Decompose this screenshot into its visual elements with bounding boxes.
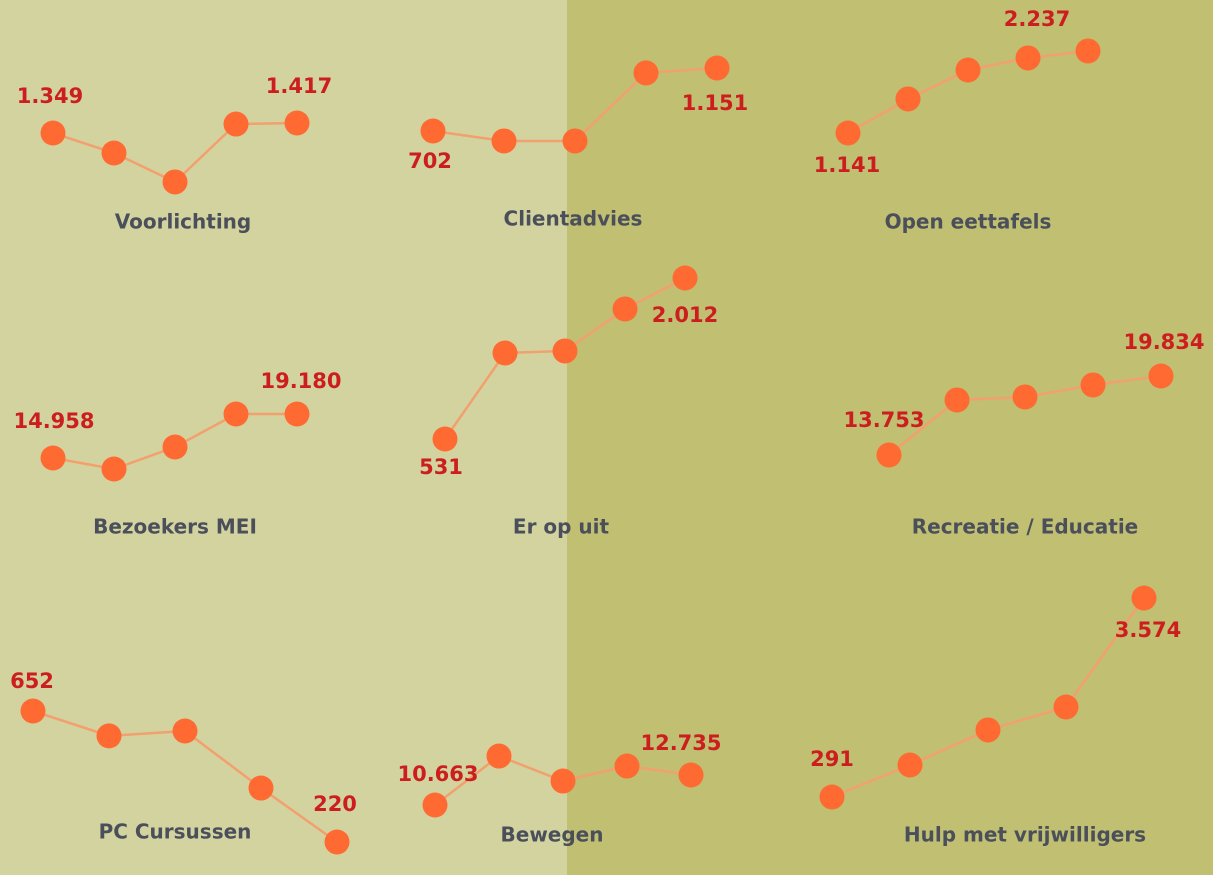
- background-right: [567, 0, 1213, 875]
- data-point: [284, 110, 310, 136]
- value-label: 1.151: [682, 91, 748, 115]
- data-point: [704, 55, 730, 81]
- chart-title: Voorlichting: [115, 210, 252, 234]
- data-point: [819, 784, 845, 810]
- data-point: [101, 140, 127, 166]
- data-point: [40, 445, 66, 471]
- data-point: [562, 128, 588, 154]
- chart-title: Bezoekers MEI: [93, 515, 257, 539]
- value-label: 2.237: [1004, 7, 1070, 31]
- value-label: 220: [313, 792, 357, 816]
- data-point: [612, 296, 638, 322]
- value-label: 19.834: [1123, 330, 1204, 354]
- data-point: [895, 86, 921, 112]
- data-point: [633, 60, 659, 86]
- data-point: [1075, 38, 1101, 64]
- data-point: [101, 456, 127, 482]
- chart-title: Recreatie / Educatie: [912, 515, 1139, 539]
- data-point: [420, 118, 446, 144]
- data-point: [162, 434, 188, 460]
- background-left: [0, 0, 567, 875]
- chart-title: Open eettafels: [885, 210, 1052, 234]
- data-point: [491, 128, 517, 154]
- data-point: [492, 340, 518, 366]
- value-label: 1.141: [814, 153, 880, 177]
- data-point: [432, 426, 458, 452]
- chart-title: PC Cursussen: [99, 820, 252, 844]
- data-point: [1012, 384, 1038, 410]
- data-point: [248, 775, 274, 801]
- data-point: [1015, 45, 1041, 71]
- data-point: [40, 120, 66, 146]
- chart-title: Bewegen: [501, 823, 604, 847]
- data-point: [324, 829, 350, 855]
- data-point: [552, 338, 578, 364]
- data-point: [672, 265, 698, 291]
- value-label: 2.012: [652, 303, 718, 327]
- value-label: 1.349: [17, 84, 83, 108]
- value-label: 12.735: [640, 731, 721, 755]
- value-label: 1.417: [266, 74, 332, 98]
- data-point: [955, 57, 981, 83]
- value-label: 702: [408, 149, 452, 173]
- data-point: [1131, 585, 1157, 611]
- value-label: 13.753: [843, 408, 924, 432]
- chart-title: Clientadvies: [504, 207, 643, 231]
- data-point: [835, 120, 861, 146]
- value-label: 291: [810, 747, 854, 771]
- chart-title: Er op uit: [513, 515, 610, 539]
- data-point: [172, 718, 198, 744]
- data-point: [876, 442, 902, 468]
- data-point: [1148, 363, 1174, 389]
- chart-title: Hulp met vrijwilligers: [904, 823, 1146, 847]
- data-point: [975, 717, 1001, 743]
- data-point: [1053, 694, 1079, 720]
- value-label: 19.180: [260, 369, 341, 393]
- value-label: 14.958: [13, 409, 94, 433]
- data-point: [223, 111, 249, 137]
- value-label: 10.663: [397, 762, 478, 786]
- data-point: [614, 753, 640, 779]
- data-point: [897, 752, 923, 778]
- data-point: [1080, 372, 1106, 398]
- data-point: [678, 762, 704, 788]
- data-point: [944, 387, 970, 413]
- value-label: 531: [419, 455, 463, 479]
- data-point: [550, 768, 576, 794]
- value-label: 652: [10, 669, 54, 693]
- data-point: [96, 723, 122, 749]
- data-point: [223, 401, 249, 427]
- data-point: [162, 169, 188, 195]
- data-point: [486, 743, 512, 769]
- data-point: [284, 401, 310, 427]
- value-label: 3.574: [1115, 618, 1181, 642]
- data-point: [20, 698, 46, 724]
- data-point: [422, 792, 448, 818]
